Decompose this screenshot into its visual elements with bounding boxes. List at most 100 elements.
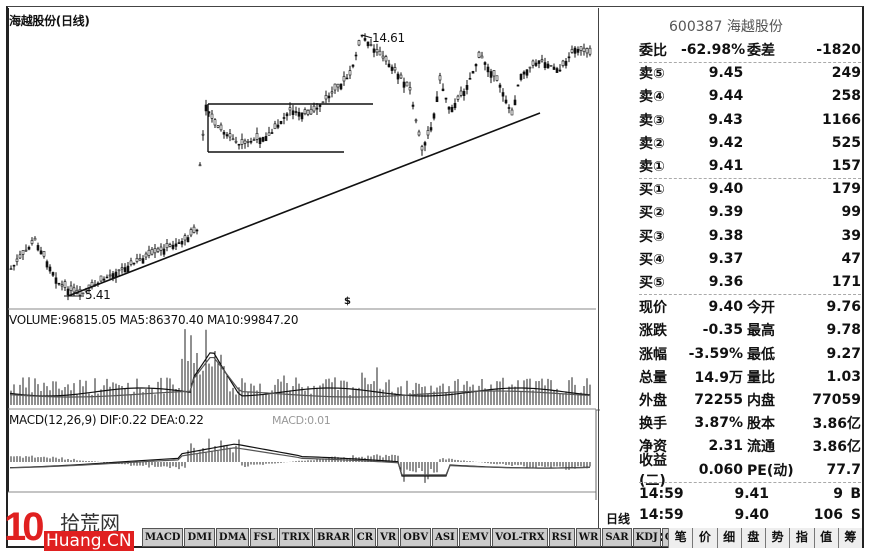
tab-dmi[interactable]: DMI — [184, 528, 215, 547]
candle-body — [420, 146, 424, 151]
tab-fsl[interactable]: FSL — [250, 528, 278, 547]
info-tab[interactable]: 盘 — [740, 528, 765, 548]
tab-kdj[interactable]: KDJ — [632, 528, 661, 547]
row-label2: 量比 — [747, 369, 775, 386]
tab-vol-trx[interactable]: VOL-TRX — [492, 528, 548, 547]
candle-body — [411, 104, 415, 107]
candle-body — [192, 226, 196, 233]
candle-body — [492, 70, 496, 77]
candle-body — [105, 276, 109, 279]
row-value: 9.36 — [708, 274, 744, 290]
candle-body — [429, 127, 433, 131]
row-value: 2.31 — [708, 438, 743, 455]
info-tab[interactable]: 笔 — [668, 528, 693, 548]
candle-body — [537, 60, 541, 64]
candle-body — [186, 237, 190, 243]
candle-body — [303, 109, 307, 115]
tab-asi[interactable]: ASI — [432, 528, 458, 547]
row-value: 9.38 — [708, 227, 744, 244]
row-value: 9.40 — [708, 181, 744, 198]
divider — [639, 178, 861, 180]
tab-trix[interactable]: TRIX — [278, 528, 313, 547]
candle-body — [426, 130, 430, 136]
tab-obv[interactable]: OBV — [400, 528, 432, 547]
trade-row: 14:59 9.40 106 S — [639, 504, 861, 526]
candle-body — [306, 109, 310, 115]
info-tab[interactable]: 价 — [692, 528, 717, 548]
candle-body — [51, 272, 55, 276]
candle-body — [231, 138, 235, 141]
stat-row: 现价 9.40 今开 9.76 — [639, 296, 861, 318]
candle-body — [39, 250, 43, 255]
divider — [639, 294, 861, 296]
indicator-tabs: MACD DMI DMA FSL TRIX BRAR CR VR OBV ASI EMV VOL-TR… — [142, 528, 689, 548]
tab-macd[interactable]: MACD — [142, 528, 184, 547]
candle-body — [474, 64, 478, 67]
tab-brar[interactable]: BRAR — [313, 528, 353, 547]
candle-body — [264, 136, 268, 142]
candle-body — [528, 66, 532, 69]
candle-body — [585, 48, 589, 54]
candle-body — [117, 269, 121, 272]
candle-body — [402, 81, 406, 88]
stat-row: 换手 3.87% 股本 3.86亿 — [639, 412, 861, 434]
candle-body — [519, 73, 523, 80]
row-label: 卖② — [639, 135, 665, 152]
ma5-line — [9, 352, 591, 397]
divider — [639, 62, 861, 64]
row-label: 买① — [639, 182, 665, 199]
candle-body — [546, 63, 550, 69]
tab-emv[interactable]: EMV — [458, 528, 492, 547]
row-value2: 157 — [831, 158, 861, 174]
candle-body — [555, 68, 559, 73]
tab-sar[interactable]: SAR — [602, 528, 632, 547]
tab-vr[interactable]: VR — [377, 528, 400, 547]
candle-body — [432, 113, 436, 119]
stock-title: 600387 海越股份 — [669, 19, 783, 35]
candle-body — [510, 109, 514, 116]
stat-row: 外盘 72255 内盘 77059 — [639, 389, 861, 411]
info-tab[interactable]: 值 — [813, 528, 838, 548]
candle-body — [63, 281, 67, 288]
row-value2: 39 — [841, 227, 861, 244]
candle-body — [12, 264, 16, 267]
info-tab[interactable]: 筹 — [837, 528, 862, 548]
candle-body — [138, 258, 142, 261]
trade-side: B — [850, 485, 861, 502]
candle-body — [159, 246, 163, 251]
row-label: 卖① — [639, 159, 665, 175]
candle-body — [531, 60, 535, 66]
info-tab[interactable]: 指 — [789, 528, 814, 548]
macd-value-label: MACD:0.01 — [272, 414, 331, 427]
tab-dma[interactable]: DMA — [215, 528, 250, 547]
tab-rsi[interactable]: RSI — [548, 528, 575, 547]
candle-body — [129, 260, 133, 265]
candle-body — [312, 105, 316, 112]
candle-body — [507, 107, 511, 109]
site-logo: 10 拾荒网 Huang.CN — [4, 505, 139, 555]
candle-body — [273, 123, 277, 130]
sell-level-row: 卖④ 9.44 258 — [639, 85, 861, 107]
candle-body — [396, 73, 400, 80]
candle-body — [369, 44, 373, 46]
candle-body — [390, 66, 394, 71]
row-value: 9.45 — [708, 65, 744, 82]
row-value: 72255 — [694, 392, 743, 408]
macd-label: MACD(12,26,9) DIF:0.22 DEA:0.22 — [9, 413, 204, 427]
candle-body — [288, 107, 292, 111]
kline-chart[interactable] — [0, 0, 600, 500]
candle-body — [393, 67, 397, 71]
tab-cr[interactable]: CR — [353, 528, 377, 547]
tab-wr[interactable]: WR — [575, 528, 602, 547]
candle-body — [351, 64, 355, 67]
row-label2: 股本 — [747, 416, 775, 433]
info-tab[interactable]: 细 — [716, 528, 741, 548]
candle-body — [297, 111, 301, 117]
candle-body — [444, 97, 448, 100]
info-tab[interactable]: 势 — [765, 528, 790, 548]
candle-body — [462, 91, 466, 97]
candle-body — [213, 119, 217, 126]
candle-body — [363, 38, 367, 41]
row-value2: 525 — [831, 134, 861, 151]
candle-body — [486, 66, 490, 73]
